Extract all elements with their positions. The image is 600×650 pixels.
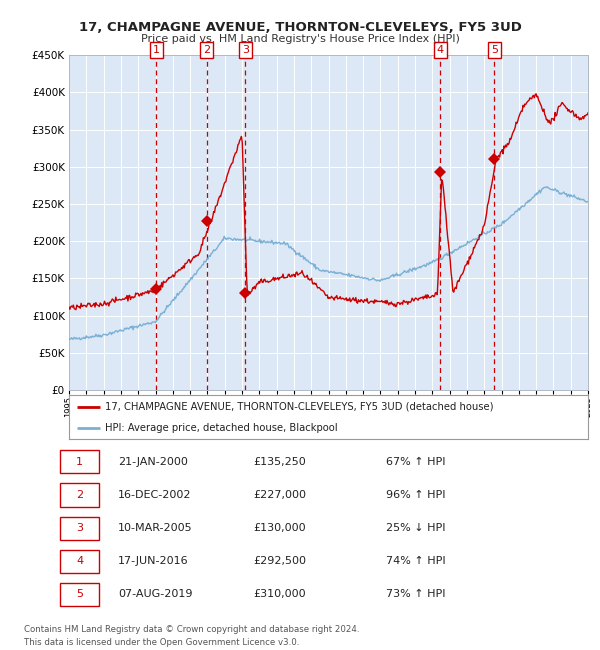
Text: £227,000: £227,000: [253, 490, 307, 500]
Text: £130,000: £130,000: [253, 523, 306, 533]
Text: 4: 4: [76, 556, 83, 566]
Text: 17, CHAMPAGNE AVENUE, THORNTON-CLEVELEYS, FY5 3UD (detached house): 17, CHAMPAGNE AVENUE, THORNTON-CLEVELEYS…: [106, 402, 494, 412]
Text: 67% ↑ HPI: 67% ↑ HPI: [386, 457, 446, 467]
Text: 5: 5: [76, 590, 83, 599]
Text: £292,500: £292,500: [253, 556, 307, 566]
Text: Contains HM Land Registry data © Crown copyright and database right 2024.
This d: Contains HM Land Registry data © Crown c…: [24, 625, 359, 647]
Text: 07-AUG-2019: 07-AUG-2019: [118, 590, 193, 599]
Text: 73% ↑ HPI: 73% ↑ HPI: [386, 590, 446, 599]
Text: 16-DEC-2002: 16-DEC-2002: [118, 490, 191, 500]
FancyBboxPatch shape: [59, 583, 100, 606]
FancyBboxPatch shape: [59, 517, 100, 540]
FancyBboxPatch shape: [59, 550, 100, 573]
Text: 25% ↓ HPI: 25% ↓ HPI: [386, 523, 446, 533]
Text: 17-JUN-2016: 17-JUN-2016: [118, 556, 188, 566]
Text: 1: 1: [76, 457, 83, 467]
FancyBboxPatch shape: [59, 450, 100, 473]
Text: 21-JAN-2000: 21-JAN-2000: [118, 457, 188, 467]
Text: 17, CHAMPAGNE AVENUE, THORNTON-CLEVELEYS, FY5 3UD: 17, CHAMPAGNE AVENUE, THORNTON-CLEVELEYS…: [79, 21, 521, 34]
Text: 74% ↑ HPI: 74% ↑ HPI: [386, 556, 446, 566]
Text: 1: 1: [153, 46, 160, 55]
Text: £310,000: £310,000: [253, 590, 306, 599]
Text: £135,250: £135,250: [253, 457, 306, 467]
FancyBboxPatch shape: [59, 484, 100, 506]
Text: 96% ↑ HPI: 96% ↑ HPI: [386, 490, 446, 500]
Text: 3: 3: [76, 523, 83, 533]
Text: HPI: Average price, detached house, Blackpool: HPI: Average price, detached house, Blac…: [106, 422, 338, 433]
Text: Price paid vs. HM Land Registry's House Price Index (HPI): Price paid vs. HM Land Registry's House …: [140, 34, 460, 44]
Text: 3: 3: [242, 46, 249, 55]
Text: 2: 2: [203, 46, 210, 55]
Text: 2: 2: [76, 490, 83, 500]
Text: 5: 5: [491, 46, 498, 55]
Text: 10-MAR-2005: 10-MAR-2005: [118, 523, 193, 533]
Text: 4: 4: [437, 46, 444, 55]
